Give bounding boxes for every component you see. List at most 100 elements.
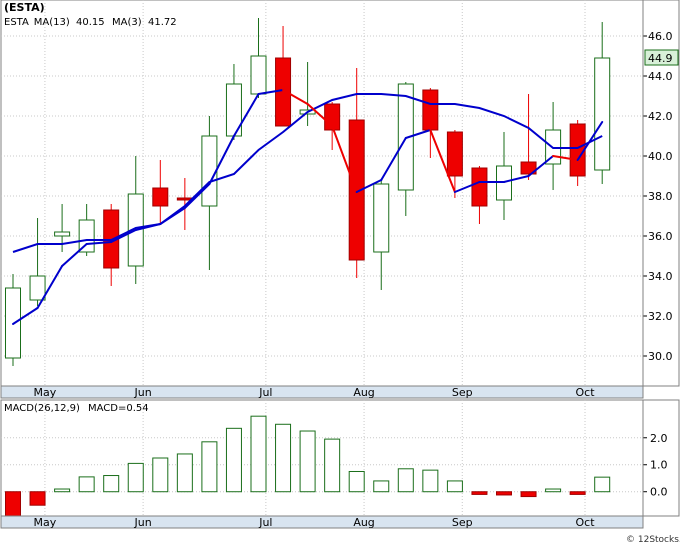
ma3-segment-down (331, 125, 358, 193)
macd-bar-positive (127, 462, 144, 493)
macd-bar-positive (225, 427, 242, 493)
ma3-segment-up (208, 135, 235, 185)
macd-legend-entry: MACD=0.54 (88, 403, 149, 414)
ma3-segment-up (232, 93, 260, 137)
legend-entry: 41.72 (148, 17, 177, 28)
ma3-segment-up (85, 241, 113, 245)
macd-legend-entry: MACD(26,12,9) (4, 403, 80, 414)
macd-bar-positive (446, 480, 463, 493)
ma3-segment-up (453, 181, 481, 193)
date-tick-label: Aug (353, 386, 374, 399)
candle-down (446, 131, 463, 177)
candle-up (54, 231, 71, 237)
price-date-axis-band (0, 385, 644, 399)
macd-tick-label: 1.0 (650, 459, 668, 472)
ticker-label: (ESTA) (4, 1, 45, 14)
ma3-segment-up (527, 155, 555, 177)
candle-up (594, 57, 611, 171)
price-plot-frame (0, 0, 644, 387)
date-tick-label: May (34, 386, 57, 399)
price-tick-label: 34.0 (648, 270, 673, 283)
candle-up (373, 183, 390, 253)
chart-overlay: (ESTA) © 12Stocks.com (4, 1, 680, 545)
macd-date-axis-band (0, 515, 644, 529)
price-tick-label: 44.0 (648, 70, 673, 83)
price-panel: 30.0 32.0 34.0 36.0 38.0 40.0 42.0 44.0 46.0 May J… (0, 0, 680, 399)
macd-bar-positive (397, 468, 414, 493)
macd-bar-positive (78, 476, 95, 493)
price-tick-label: 40.0 (648, 150, 673, 163)
ma3-segment-up (134, 223, 162, 231)
candle-down (471, 167, 488, 207)
macd-bar-positive (545, 488, 562, 493)
candle-down (569, 123, 586, 177)
legend-entry: ESTA (4, 17, 29, 28)
macd-date-tick-label: Oct (575, 516, 595, 529)
ma3-segment-up (257, 89, 285, 95)
macd-bar-negative (29, 491, 46, 506)
macd-date-tick-label: May (34, 516, 57, 529)
macd-bar-positive (103, 475, 120, 493)
macd-bar-negative (569, 491, 586, 495)
macd-bar-positive (250, 415, 267, 493)
ma3-segment-down (282, 89, 309, 105)
macd-bar-positive (594, 476, 611, 493)
legend-entry: MA(13) (34, 17, 70, 28)
price-tick-label: 30.0 (648, 350, 673, 363)
candle-up (250, 55, 267, 95)
ma3-segment-down (552, 155, 579, 161)
ma3-segment-up (110, 229, 137, 243)
macd-bar-positive (201, 441, 218, 493)
macd-bar-negative (496, 491, 512, 496)
candle-down (152, 187, 169, 207)
candle-down (520, 161, 537, 175)
macd-bar-positive (176, 453, 193, 493)
candle-up (78, 219, 95, 253)
ma3-segment-up (355, 179, 383, 193)
macd-tick-label: 2.0 (650, 432, 668, 445)
date-tick-label: Jun (134, 386, 152, 399)
ma3-segment-up (503, 175, 530, 183)
macd-bar-positive (422, 469, 439, 493)
ma3-segment-up (159, 207, 186, 225)
last-price-label: 44.9 (648, 52, 673, 65)
macd-tick-label: 0.0 (650, 486, 668, 499)
watermark: © 12Stocks.com (626, 535, 680, 545)
macd-axis-frame (642, 399, 680, 517)
candle-up (29, 275, 46, 301)
legend-entry: 40.15 (76, 17, 105, 28)
macd-bar-positive (54, 488, 71, 493)
price-tick-label: 36.0 (648, 230, 673, 243)
ma3-segment-up (576, 121, 604, 161)
price-tick-label: 42.0 (648, 110, 673, 123)
macd-bar-positive (373, 480, 390, 493)
ma3-segment-up (380, 137, 407, 181)
macd-date-tick-label: Sep (452, 516, 473, 529)
legend-entry: MA(3) (112, 17, 142, 28)
date-tick-label: Jul (258, 386, 272, 399)
candle-down (422, 89, 439, 131)
ma13-line (12, 93, 603, 253)
macd-bar-negative (471, 491, 488, 495)
ma3-segment-up (404, 129, 432, 139)
ma3-segment-up (61, 243, 88, 267)
date-tick-label: Oct (575, 386, 595, 399)
price-tick-label: 46.0 (648, 30, 673, 43)
macd-bar-positive (299, 430, 316, 493)
macd-date-tick-label: Jun (134, 516, 152, 529)
macd-bar-positive (152, 457, 169, 493)
macd-bar-negative (5, 491, 21, 517)
macd-plot-frame (0, 399, 644, 517)
price-tick-label: 38.0 (648, 190, 673, 203)
last-price-box (644, 49, 679, 66)
macd-date-tick-label: Aug (353, 516, 374, 529)
price-tick-label: 32.0 (648, 310, 673, 323)
macd-date-tick-label: Jul (258, 516, 272, 529)
macd-bar-positive (348, 470, 365, 493)
macd-panel: 0.0 1.0 2.0 MACD(26,12,9) MACD=0.54 May Jun Jul… (0, 399, 680, 529)
ma3-segment-up (183, 183, 211, 209)
macd-bar-negative (520, 491, 537, 498)
macd-bar-positive (275, 423, 292, 493)
